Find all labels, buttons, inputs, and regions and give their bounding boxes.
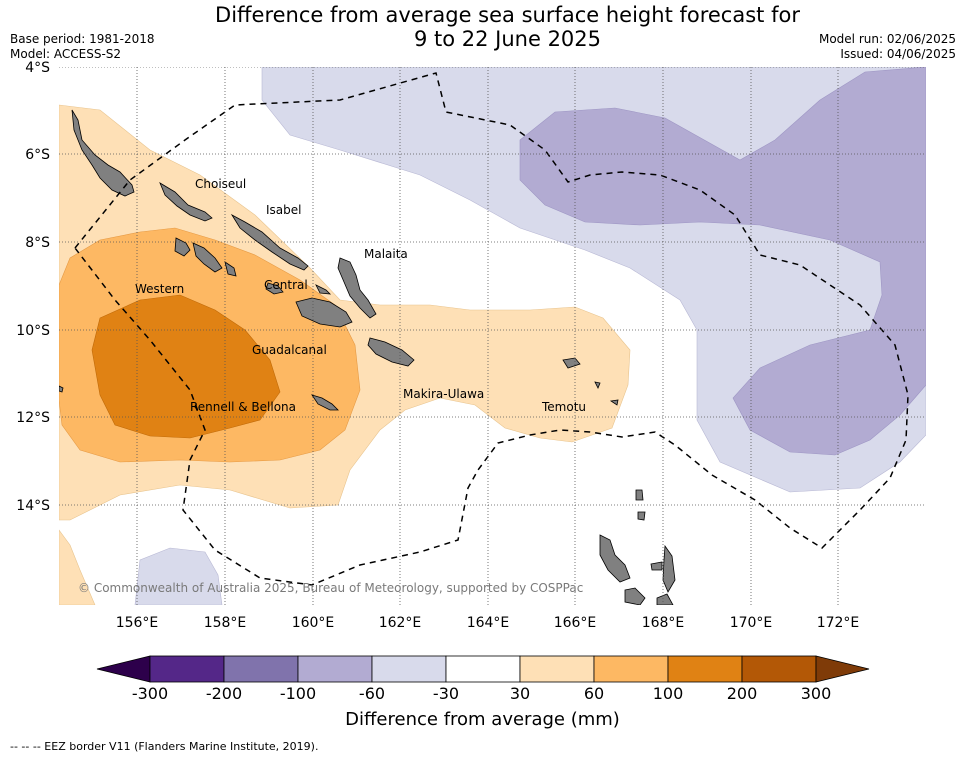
lon-label-166e: 166°E: [554, 615, 597, 631]
colorbar-bin-neutral: [445, 655, 521, 683]
temotu-island-2: [594, 381, 601, 389]
colorbar-tick: 30: [509, 684, 531, 703]
colorbar-extend-low: [96, 655, 151, 683]
label-makira-ulawa: Makira-Ulawa: [403, 387, 484, 401]
contour-neg-30-60-south: [134, 547, 223, 605]
isabel-island: [159, 182, 213, 222]
map-field: Choiseul Isabel Malaita Western Central …: [59, 67, 926, 605]
lon-label-170e: 170°E: [730, 615, 773, 631]
run-info: Model run: 02/06/2025 Issued: 04/06/2025: [819, 32, 956, 62]
rennell-island: [311, 394, 339, 411]
lon-label-162e: 162°E: [379, 615, 422, 631]
lon-label-168e: 168°E: [642, 615, 685, 631]
colorbar-bin-60-100: [593, 655, 669, 683]
isabel-main: [230, 213, 309, 271]
label-temotu: Temotu: [541, 400, 586, 414]
colorbar-tick: -100: [279, 684, 317, 703]
contour-pos-100-200: [91, 294, 281, 439]
vanuatu-island-7: [637, 511, 646, 521]
colorbar-bin-neg-300-200: [149, 655, 225, 683]
model-info: Base period: 1981-2018 Model: ACCESS-S2: [10, 32, 155, 62]
label-choiseul: Choiseul: [195, 177, 246, 191]
label-central: Central: [264, 278, 308, 292]
colorbar-tick: 200: [726, 684, 758, 703]
title-line-1: Difference from average sea surface heig…: [215, 3, 800, 27]
colorbar-bin-neg-60-30: [371, 655, 447, 683]
colorbar-tick: -200: [205, 684, 243, 703]
vanuatu-island-5: [656, 593, 674, 605]
colorbar-bin-neg-100-60: [297, 655, 373, 683]
small-island-1: [315, 284, 332, 295]
colorbar-tick: -300: [131, 684, 169, 703]
colorbar-bin-30-60: [519, 655, 595, 683]
eez-footnote: -- -- -- EEZ border V11 (Flanders Marine…: [10, 740, 319, 753]
colorbar-tick: -60: [358, 684, 386, 703]
longitude-labels: 156°E 158°E 160°E 162°E 164°E 166°E 168°…: [116, 615, 860, 631]
label-western: Western: [135, 282, 184, 296]
graticule: [59, 67, 926, 605]
lat-label-6s: 6°S: [25, 147, 50, 163]
choiseul-island: [71, 109, 135, 197]
vanuatu-island-2: [624, 587, 646, 605]
lon-label-164e: 164°E: [467, 615, 510, 631]
lat-label-10s: 10°S: [16, 323, 50, 339]
lat-label-4s: 4°S: [25, 60, 50, 76]
land-masses: [59, 109, 676, 605]
western-island-2: [192, 242, 223, 273]
malaita-island: [337, 257, 377, 319]
western-island-3: [224, 261, 237, 277]
lon-label-172e: 172°E: [817, 615, 860, 631]
edge-island: [59, 385, 64, 393]
colorbar-bin-100-200: [667, 655, 743, 683]
western-island-1: [174, 237, 191, 257]
colorbar-tick: 300: [800, 684, 832, 703]
issued-date: Issued: 04/06/2025: [840, 47, 956, 61]
vanuatu-island-4: [662, 544, 676, 593]
model-name: Model: ACCESS-S2: [10, 47, 122, 61]
colorbar-tick: 60: [583, 684, 605, 703]
lon-label-156e: 156°E: [116, 615, 159, 631]
label-malaita: Malaita: [364, 247, 408, 261]
colorbar-tick: -30: [432, 684, 460, 703]
label-guadalcanal: Guadalcanal: [252, 343, 327, 357]
guadalcanal-island: [295, 297, 353, 328]
label-rennell-bellona: Rennell & Bellona: [190, 400, 296, 414]
title-line-2: 9 to 22 June 2025: [413, 27, 602, 51]
colorbar: [96, 655, 870, 683]
lat-label-12s: 12°S: [16, 410, 50, 426]
copyright-notice: © Commonwealth of Australia 2025, Bureau…: [78, 581, 583, 595]
temotu-island-3: [609, 399, 619, 406]
vanuatu-island-1: [599, 534, 631, 583]
model-run: Model run: 02/06/2025: [818, 32, 956, 46]
colorbar-title: Difference from average (mm): [345, 709, 620, 730]
latitude-labels: 4°S 6°S 8°S 10°S 12°S 14°S: [16, 60, 50, 514]
label-isabel: Isabel: [266, 203, 301, 217]
colorbar-bin-neg-200-100: [223, 655, 299, 683]
lat-label-8s: 8°S: [25, 235, 50, 251]
lon-label-158e: 158°E: [204, 615, 247, 631]
lat-label-14s: 14°S: [16, 498, 50, 514]
vanuatu-island-6: [635, 489, 644, 501]
central-island: [265, 282, 284, 295]
colorbar-tick: 100: [652, 684, 684, 703]
contour-pos-30-60-sw: [59, 529, 96, 605]
contour-neg-60-100: [519, 67, 926, 456]
lon-label-160e: 160°E: [292, 615, 335, 631]
colorbar-extend-high: [815, 655, 870, 683]
vanuatu-island-3: [650, 561, 663, 571]
base-period: Base period: 1981-2018: [10, 32, 155, 46]
temotu-island-1: [562, 357, 581, 369]
colorbar-bin-200-300: [741, 655, 817, 683]
makira-island: [367, 337, 415, 367]
chart-title: Difference from average sea surface heig…: [0, 3, 965, 51]
